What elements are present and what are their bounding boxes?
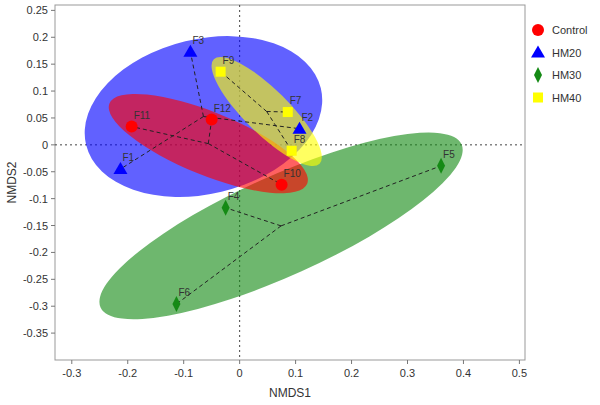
- data-point: [216, 67, 226, 77]
- data-point: [113, 162, 127, 174]
- y-tick-label: 0.05: [27, 112, 48, 124]
- plot-area: [68, 13, 482, 353]
- y-tick-label: -0.1: [29, 193, 48, 205]
- y-tick-label: -0.15: [23, 220, 48, 232]
- legend-marker: [533, 93, 543, 103]
- data-point: [126, 121, 138, 133]
- group-ellipse: [68, 13, 339, 220]
- y-tick-label: -0.35: [23, 327, 48, 339]
- x-tick-label: -0.3: [62, 367, 81, 379]
- y-tick: [51, 171, 55, 172]
- y-tick: [51, 225, 55, 226]
- legend-label: HM40: [552, 92, 581, 104]
- y-tick-label: -0.05: [23, 166, 48, 178]
- y-axis-title: NMDS2: [5, 161, 19, 203]
- data-point: [172, 296, 180, 312]
- legend: Control HM20 HM30 HM40: [531, 24, 587, 104]
- legend-label: Control: [552, 24, 587, 36]
- point-label: F3: [192, 35, 204, 46]
- legend-marker: [531, 46, 545, 58]
- centroid-link: [132, 127, 209, 144]
- legend-label: HM20: [552, 47, 581, 59]
- legend-marker: [534, 67, 542, 83]
- centroid-link: [190, 52, 203, 117]
- x-tick: [239, 360, 240, 364]
- x-tick: [295, 360, 296, 364]
- data-point: [206, 114, 218, 126]
- x-tick-label: -0.1: [174, 367, 193, 379]
- point-label: F11: [134, 110, 151, 121]
- y-tick: [51, 144, 55, 145]
- y-tick-label: -0.3: [29, 300, 48, 312]
- data-point: [283, 107, 293, 117]
- y-tick: [51, 37, 55, 38]
- point-label: F10: [284, 168, 302, 179]
- point-label: F2: [302, 112, 314, 123]
- x-axis-title: NMDS1: [269, 386, 311, 400]
- y-tick-label: 0.2: [33, 31, 48, 43]
- centroid-link: [176, 226, 281, 304]
- x-tick: [183, 360, 184, 364]
- centroid-link: [203, 117, 299, 129]
- data-point: [183, 45, 197, 57]
- point-label: F1: [122, 152, 134, 163]
- centroid-link: [120, 117, 203, 170]
- x-tick: [519, 360, 520, 364]
- point-label: F5: [443, 149, 455, 160]
- y-tick: [51, 333, 55, 334]
- y-tick: [51, 279, 55, 280]
- point-label: F4: [228, 191, 240, 202]
- data-point: [287, 146, 297, 156]
- x-tick: [127, 360, 128, 364]
- centroid-link: [208, 144, 281, 185]
- point-label: F6: [178, 287, 190, 298]
- x-tick: [71, 360, 72, 364]
- data-point: [222, 200, 230, 216]
- y-tick-label: 0.1: [33, 85, 48, 97]
- y-tick: [51, 252, 55, 253]
- y-tick: [51, 64, 55, 65]
- legend-marker: [532, 24, 544, 36]
- data-point: [437, 158, 445, 174]
- y-tick-label: -0.2: [29, 246, 48, 258]
- centroid-link: [267, 112, 292, 151]
- x-tick-label: 0.2: [344, 367, 359, 379]
- centroid-link: [281, 166, 441, 226]
- group-ellipse: [198, 43, 335, 179]
- plot-frame: [55, 5, 525, 360]
- chart: -0.3 -0.2 -0.1 0 0.1 0.2 0.3 0.4 0.5 -0.35 -0.3 -0.…: [0, 0, 600, 405]
- x-tick-label: -0.2: [118, 367, 137, 379]
- point-label: F8: [294, 134, 306, 145]
- point-label: F9: [223, 55, 235, 66]
- data-point: [276, 179, 288, 191]
- y-tick-label: 0: [42, 139, 48, 151]
- x-tick: [463, 360, 464, 364]
- y-tick: [51, 117, 55, 118]
- y-tick-label: 0.15: [27, 58, 48, 70]
- data-point: [293, 122, 307, 134]
- x-tick-label: 0.1: [288, 367, 303, 379]
- y-tick: [51, 306, 55, 307]
- y-tick: [51, 10, 55, 11]
- x-tick-label: 0.4: [456, 367, 471, 379]
- y-tick: [51, 198, 55, 199]
- x-tick: [351, 360, 352, 364]
- legend-label: HM30: [552, 69, 581, 81]
- centroid-link: [226, 208, 281, 226]
- x-tick-label: 0: [237, 367, 243, 379]
- y-tick-label: 0.25: [27, 4, 48, 16]
- x-tick-label: 0.5: [512, 367, 527, 379]
- x-tick: [407, 360, 408, 364]
- y-tick-label: -0.25: [23, 273, 48, 285]
- point-label: F12: [214, 103, 232, 114]
- y-tick: [51, 91, 55, 92]
- point-label: F7: [290, 95, 302, 106]
- x-tick-label: 0.3: [400, 367, 415, 379]
